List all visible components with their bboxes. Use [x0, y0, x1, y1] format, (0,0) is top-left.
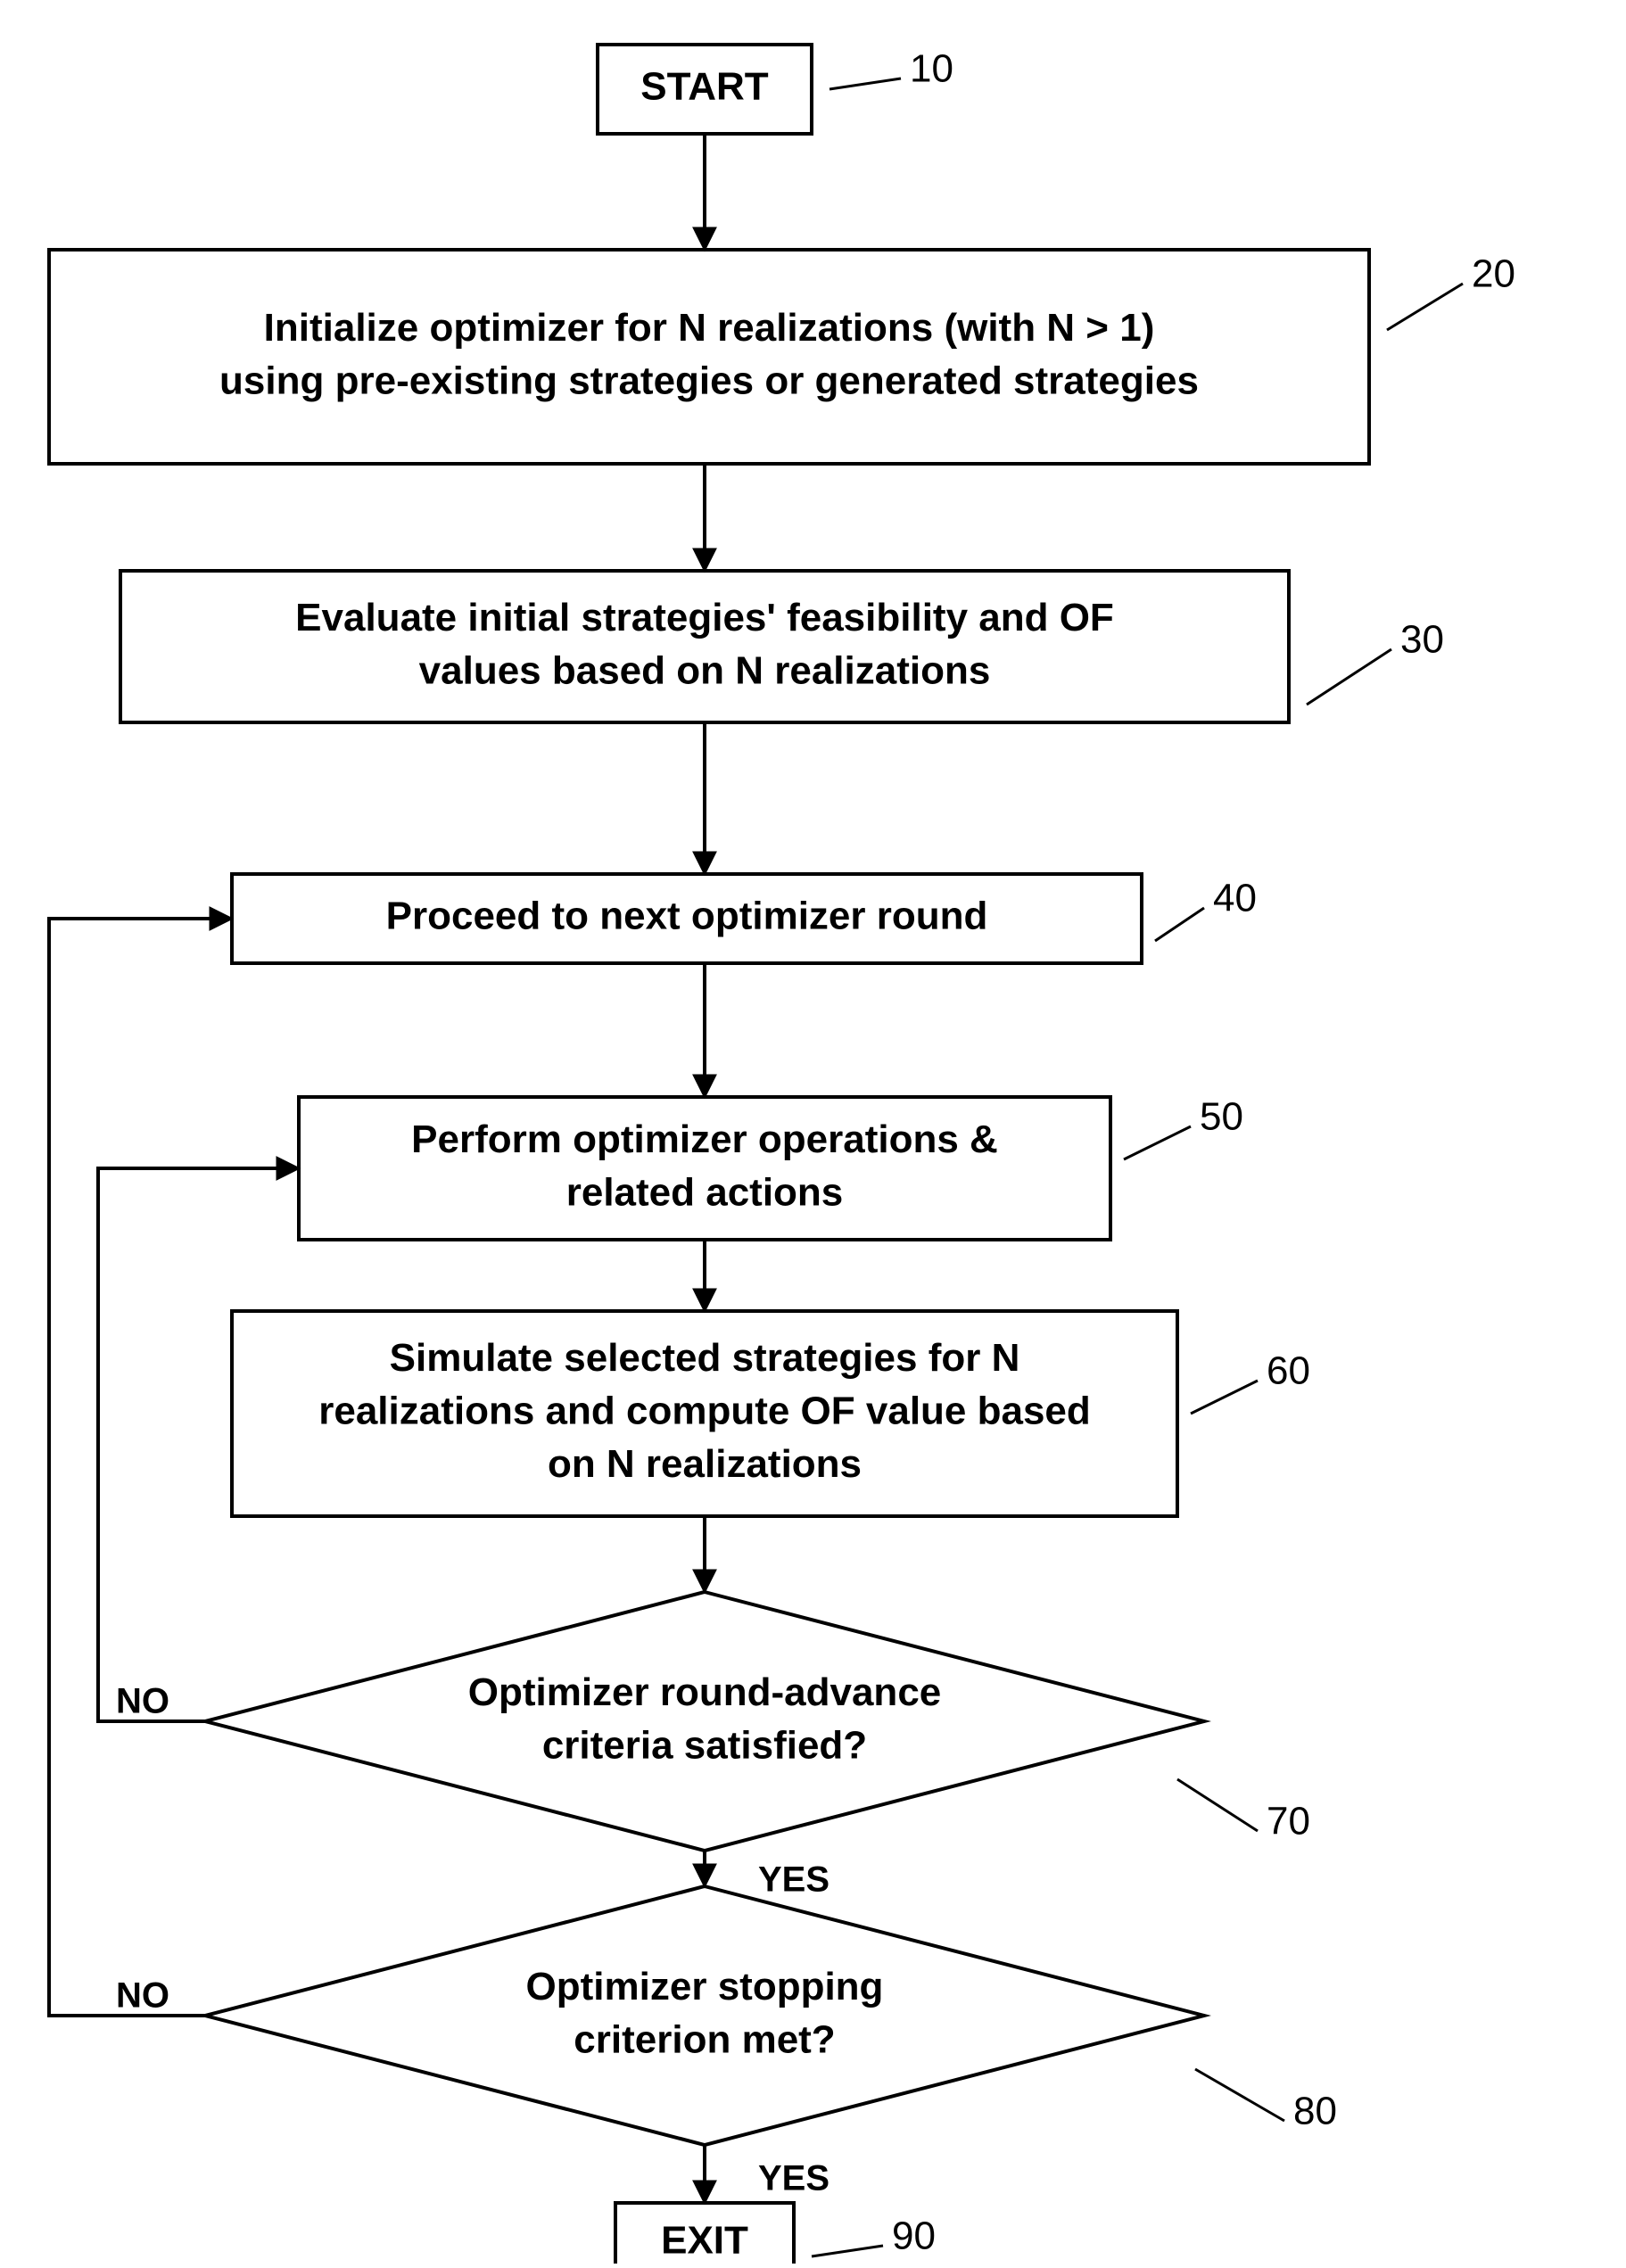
ref-10: 10: [910, 47, 953, 91]
edge-7: YES: [705, 2145, 830, 2203]
node-perform-text: Perform optimizer operations &: [411, 1118, 998, 1161]
ref-90: 90: [892, 2214, 936, 2258]
ref-50: 50: [1200, 1095, 1243, 1139]
ref-60: 60: [1267, 1349, 1310, 1393]
node-proceed-text: Proceed to next optimizer round: [386, 895, 988, 938]
edge-label-7: YES: [758, 2159, 830, 2198]
node-eval: Evaluate initial strategies' feasibility…: [120, 571, 1444, 722]
node-perform-text: related actions: [566, 1170, 844, 1214]
node-init-text: Initialize optimizer for N realizations …: [264, 306, 1155, 350]
node-perform: Perform optimizer operations & related ac…: [299, 1095, 1243, 1240]
node-simulate-text: on N realizations: [548, 1442, 862, 1486]
ref-40: 40: [1213, 877, 1257, 920]
node-start: START 10: [598, 45, 953, 134]
node-init-text: using pre-existing strategies or generat…: [219, 359, 1199, 402]
edge-9: NO: [49, 919, 232, 2016]
edge-label-6: YES: [758, 1860, 830, 1900]
ref-30: 30: [1400, 618, 1444, 662]
node-proceed: Proceed to next optimizer round 40: [232, 874, 1257, 963]
node-simulate-text: realizations and compute OF value based: [318, 1390, 1091, 1433]
edge-label-8: NO: [116, 1682, 169, 1721]
edge-label-9: NO: [116, 1976, 169, 2016]
node-simulate: Simulate selected strategies for N realiz…: [232, 1311, 1310, 1516]
node-exit-text: EXIT: [661, 2219, 748, 2263]
node-dec2-text: Optimizer stopping: [526, 1965, 884, 2008]
node-start-text: START: [640, 65, 769, 109]
node-dec1-text: Optimizer round-advance: [468, 1670, 942, 1714]
ref-70: 70: [1267, 1800, 1310, 1843]
node-init: Initialize optimizer for N realizations …: [49, 250, 1515, 464]
node-exit: EXIT 90: [615, 2203, 936, 2264]
node-eval-text: values based on N realizations: [419, 648, 991, 692]
flowchart-canvas: START 10 Initialize optimizer for N realiz…: [0, 0, 1626, 2264]
ref-20: 20: [1472, 252, 1515, 296]
node-dec2-text: criterion met?: [574, 2017, 835, 2061]
node-dec1: Optimizer round-advance criteria satisfie…: [205, 1592, 1310, 1851]
node-dec2: Optimizer stopping criterion met? 80: [205, 1886, 1337, 2145]
node-eval-text: Evaluate initial strategies' feasibility…: [295, 596, 1114, 639]
node-simulate-text: Simulate selected strategies for N: [390, 1336, 1020, 1380]
node-dec1-text: criteria satisfied?: [542, 1723, 867, 1767]
ref-80: 80: [1293, 2090, 1337, 2133]
